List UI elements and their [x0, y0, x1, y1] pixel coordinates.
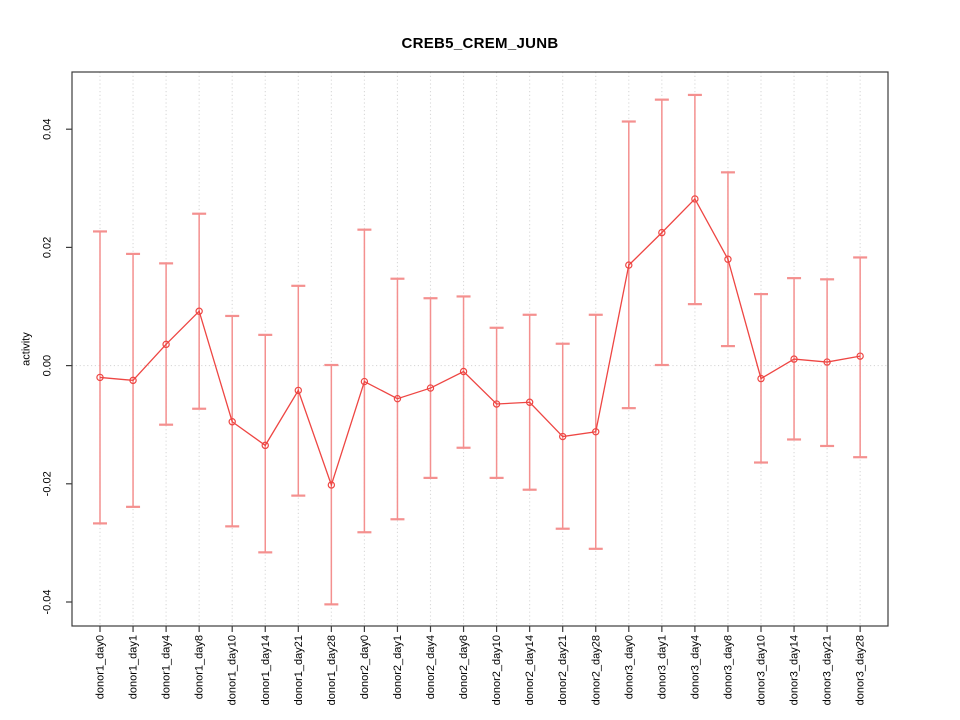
x-tick-label: donor2_day8: [458, 635, 470, 699]
x-tick-label: donor2_day28: [590, 635, 602, 705]
x-tick-label: donor3_day21: [822, 635, 834, 705]
errorbar-layer: [93, 93, 868, 606]
data-point-marker: [658, 228, 666, 237]
y-tick-label: 0.04: [42, 118, 54, 139]
y-tick-label: 0.02: [42, 237, 54, 258]
data-point-marker: [228, 418, 236, 426]
data-point-marker: [625, 261, 633, 269]
data-point-marker: [492, 400, 501, 408]
plot-border: [71, 71, 889, 627]
x-tick-label: donor2_day0: [359, 635, 371, 699]
data-point-marker: [294, 386, 302, 395]
data-point-marker: [327, 481, 336, 489]
x-tick-label: donor1_day4: [161, 635, 173, 699]
x-tick-label: donor2_day10: [491, 635, 503, 705]
x-tick-label: donor3_day0: [623, 635, 635, 699]
x-tick-label: donor1_day8: [194, 635, 206, 699]
x-tick-label: donor1_day0: [95, 635, 107, 699]
x-tick-label: donor2_day4: [425, 635, 437, 699]
x-tick-label: donor1_day1: [128, 635, 140, 699]
error-bar: [853, 256, 868, 459]
data-point-marker: [195, 307, 203, 315]
x-tick-label: donor3_day1: [656, 635, 668, 699]
x-tick-label: donor3_day14: [789, 635, 801, 705]
y-tick-label: -0.02: [42, 471, 54, 496]
y-tick-label: 0.00: [42, 355, 54, 376]
x-tick-label: donor3_day28: [855, 635, 867, 705]
data-point-marker: [592, 428, 600, 436]
data-point-marker: [459, 367, 468, 376]
error-bar: [258, 333, 273, 554]
data-point-marker: [129, 376, 137, 385]
x-tick-label: donor3_day10: [756, 635, 768, 705]
data-point-marker: [393, 394, 402, 403]
x-tick-label: donor1_day28: [326, 635, 338, 705]
x-tick-label: donor3_day4: [689, 635, 701, 699]
x-tick-label: donor1_day10: [227, 635, 239, 705]
data-point-marker: [724, 255, 732, 263]
chart-title: CREB5_CREM_JUNB: [401, 35, 558, 52]
x-tick-label: donor1_day21: [293, 635, 305, 705]
data-point-marker: [559, 432, 567, 441]
axis-layer: [66, 71, 889, 632]
label-layer: -0.04 -0.02 0.00 0.02 0.04 donor1_day0 donor1_…: [42, 118, 867, 705]
grid-layer: [72, 72, 888, 626]
x-tick-label: donor2_day21: [557, 635, 569, 705]
x-tick-label: donor2_day14: [524, 635, 536, 705]
x-tick-label: donor2_day1: [392, 635, 404, 699]
data-point-marker: [162, 340, 170, 349]
data-point-marker: [360, 377, 369, 386]
y-axis-label: activity: [21, 332, 33, 366]
data-point-marker: [96, 373, 104, 382]
data-point-marker: [790, 355, 798, 363]
series-line: [99, 197, 861, 488]
series-layer: [96, 195, 864, 489]
data-point-marker: [856, 352, 864, 360]
x-tick-label: donor3_day8: [722, 635, 734, 699]
data-point-marker: [823, 358, 831, 366]
error-bar: [489, 326, 504, 479]
data-point-marker: [426, 384, 435, 392]
data-point-marker: [525, 398, 534, 406]
data-point-marker: [757, 374, 765, 383]
x-tick-label: donor1_day14: [260, 635, 272, 705]
data-point-marker: [691, 195, 699, 203]
data-point-marker: [261, 441, 269, 450]
error-bar: [93, 230, 107, 525]
y-tick-label: -0.04: [42, 589, 54, 614]
